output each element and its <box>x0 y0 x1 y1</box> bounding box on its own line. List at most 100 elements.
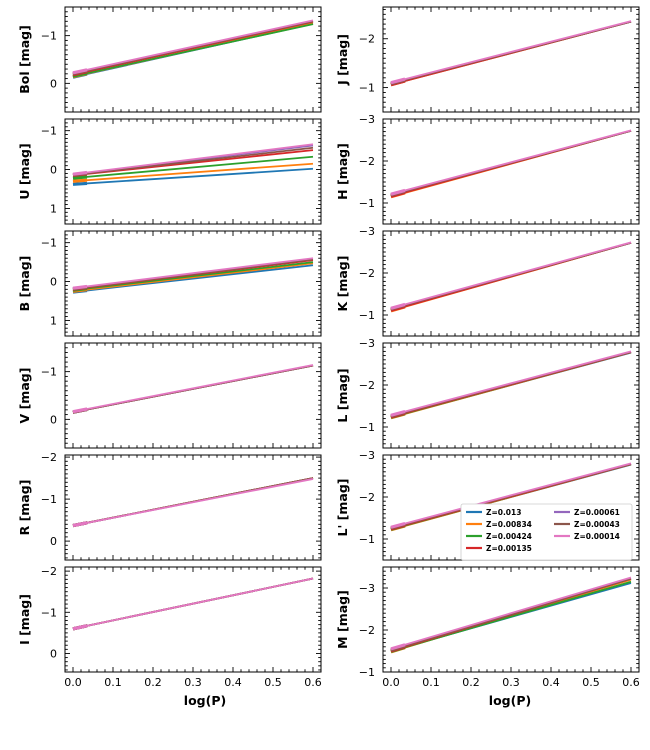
x-tick-label: 0.3 <box>502 676 520 689</box>
y-tick-label: −2 <box>359 155 375 168</box>
panel-r: 0 −1 −2 R [mag] <box>17 451 322 561</box>
y-axis-label-k: K [mag] <box>335 256 350 312</box>
y-tick-label: 0 <box>50 164 57 177</box>
y-axis-label-u: U [mag] <box>17 143 32 199</box>
series-group <box>72 19 314 79</box>
y-tick-label: −1 <box>41 366 57 379</box>
y-tick-label: −1 <box>359 82 375 95</box>
panel-k: −1 −2 −3 K [mag] <box>335 225 640 337</box>
series-stub-z-0-00014 <box>72 68 88 75</box>
y-tick-label: −1 <box>359 533 375 546</box>
y-tick-label: 0 <box>50 413 57 426</box>
panel-j: −1 −2 J [mag] <box>335 6 640 113</box>
series-stub-z-0-00834 <box>72 178 88 183</box>
x-tick-label: 0.5 <box>264 676 282 689</box>
series-stub-z-0-00014 <box>72 624 88 631</box>
series-line-z-0-00014 <box>72 143 314 176</box>
y-tick-label: −2 <box>41 565 57 578</box>
x-tick-label: 0.1 <box>422 676 440 689</box>
y-tick-label: −3 <box>359 225 375 238</box>
y-tick-label: −3 <box>359 113 375 126</box>
legend-label-z0-00043: Z=0.00043 <box>574 520 620 529</box>
series-line-z-0-00834 <box>72 162 314 183</box>
y-tick-label: 1 <box>50 314 57 327</box>
x-tick-label: 0.3 <box>184 676 202 689</box>
series-group <box>72 477 314 528</box>
legend-label-z0-00061: Z=0.00061 <box>574 508 620 517</box>
legend: Z=0.013 Z=0.00834 Z=0.00424 Z=0.00135 Z=… <box>460 503 633 561</box>
series-stub-z-0-013 <box>72 181 88 186</box>
series-group <box>390 129 632 199</box>
series-line-z-0-00834 <box>72 262 314 293</box>
y-tick-label: −1 <box>359 197 375 210</box>
panel-h: −1 −2 −3 H [mag] <box>335 113 640 225</box>
y-tick-label: −1 <box>359 421 375 434</box>
series-line-z-0-00014 <box>72 478 314 527</box>
x-tick-label: 0.0 <box>382 676 400 689</box>
series-stub-z-0-00424 <box>72 175 88 180</box>
x-tick-label: 0.4 <box>224 676 242 689</box>
series-stub-z-0-00014 <box>390 302 406 310</box>
y-tick-label: −1 <box>41 30 57 43</box>
series-line-z-0-00014 <box>390 350 632 417</box>
series-group <box>390 20 632 87</box>
series-line-z-0-00014 <box>390 462 632 529</box>
y-axis-label-bol: Bol [mag] <box>17 25 32 94</box>
series-group <box>390 576 632 654</box>
y-tick-label: −1 <box>359 309 375 322</box>
series-line-z-0-00424 <box>72 261 314 292</box>
series-group <box>72 577 314 631</box>
series-stub-z-0-00014 <box>390 188 406 196</box>
series-line-z-0-013 <box>72 264 314 293</box>
series-line-z-0-00014 <box>390 20 632 84</box>
x-tick-label: 0.6 <box>304 676 322 689</box>
panel-bol: 0 −1 Bol [mag] <box>17 6 322 113</box>
y-tick-label: 1 <box>50 202 57 215</box>
series-stub-z-0-00014 <box>390 521 406 529</box>
y-tick-label: −2 <box>359 379 375 392</box>
y-tick-label: −2 <box>359 267 375 280</box>
y-axis-label-l: L [mag] <box>335 368 350 422</box>
y-axis-label-lprime: L' [mag] <box>335 479 350 537</box>
x-tick-label: 0.2 <box>462 676 480 689</box>
panel-i: 0.0 0.1 0.2 0.3 0.4 0.5 0.6 0 −1 −2 I [mag] <box>17 565 322 689</box>
panel-b: 1 0 −1 B [mag] <box>17 230 322 337</box>
series-line-z-0-00043 <box>72 146 314 176</box>
series-line-z-0-013 <box>72 167 314 186</box>
y-axis-label-h: H [mag] <box>335 143 350 200</box>
x-tick-label: 0.6 <box>622 676 640 689</box>
y-axis-label-m: M [mag] <box>335 590 350 649</box>
y-tick-label: −1 <box>41 237 57 250</box>
y-tick-label: −2 <box>359 624 375 637</box>
y-tick-label: 0 <box>50 647 57 660</box>
y-tick-label: −1 <box>41 493 57 506</box>
y-axis-label-b: B [mag] <box>17 256 32 312</box>
y-tick-label: −1 <box>41 606 57 619</box>
series-stub-z-0-00014 <box>72 170 88 176</box>
series-group <box>72 143 314 186</box>
legend-label-z0-00014: Z=0.00014 <box>574 532 620 541</box>
x-axis-label-right: log(P) <box>489 693 531 708</box>
panel-l: −1 −2 −3 L [mag] <box>335 337 640 449</box>
series-group <box>390 241 632 313</box>
series-stub-z-0-00014 <box>72 284 88 290</box>
y-axis-label-r: R [mag] <box>17 480 32 536</box>
series-stub-z-0-00014 <box>72 521 88 528</box>
series-line-z-0-00043 <box>72 20 314 75</box>
series-line-z-0-00424 <box>72 155 314 180</box>
y-tick-label: 0 <box>50 276 57 289</box>
legend-frame <box>460 503 633 561</box>
panel-m: 0.0 0.1 0.2 0.3 0.4 0.5 0.6 −1 −2 −3 M [mag] <box>335 566 640 689</box>
series-stub-z-0-00014 <box>72 407 88 414</box>
series-line-z-0-00014 <box>390 129 632 196</box>
series-line-z-0-00014 <box>72 577 314 630</box>
panels: 0 −1 Bol [mag] 1 0 −1 U [mag] 1 0 −1 B [mag] 0 −1 V [… <box>17 6 640 689</box>
y-axis-label-j: J [mag] <box>335 34 350 86</box>
series-line-z-0-00014 <box>72 257 314 290</box>
y-tick-label: 0 <box>50 535 57 548</box>
series-stub-z-0-00014 <box>390 77 406 85</box>
series-line-z-0-00014 <box>72 364 314 413</box>
y-tick-label: −1 <box>41 125 57 138</box>
y-axis-label-v: V [mag] <box>17 368 32 424</box>
